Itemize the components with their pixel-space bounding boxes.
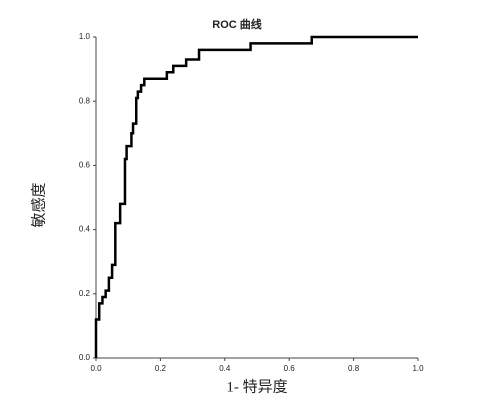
roc-curve [94, 35, 418, 358]
y-tick-label: 0.8 [79, 96, 91, 105]
y-axis-label: 敏感度 [30, 182, 47, 227]
y-tick-label: 1.0 [79, 32, 91, 41]
x-tick-label: 0.6 [284, 364, 296, 373]
y-tick-label: 0.6 [79, 161, 91, 170]
chart-title: ROC 曲线 [212, 17, 262, 31]
y-tick-label: 0.0 [79, 353, 91, 362]
x-axis-label: 1- 特异度 [226, 378, 287, 395]
y-tick-label: 0.4 [79, 225, 91, 234]
x-tick-label: 0.8 [348, 364, 360, 373]
x-tick-label: 1.0 [412, 364, 424, 373]
x-tick-label: 0.0 [90, 364, 102, 373]
x-tick-label: 0.4 [219, 364, 231, 373]
y-tick-label: 0.2 [79, 289, 91, 298]
x-tick-label: 0.2 [155, 364, 167, 373]
